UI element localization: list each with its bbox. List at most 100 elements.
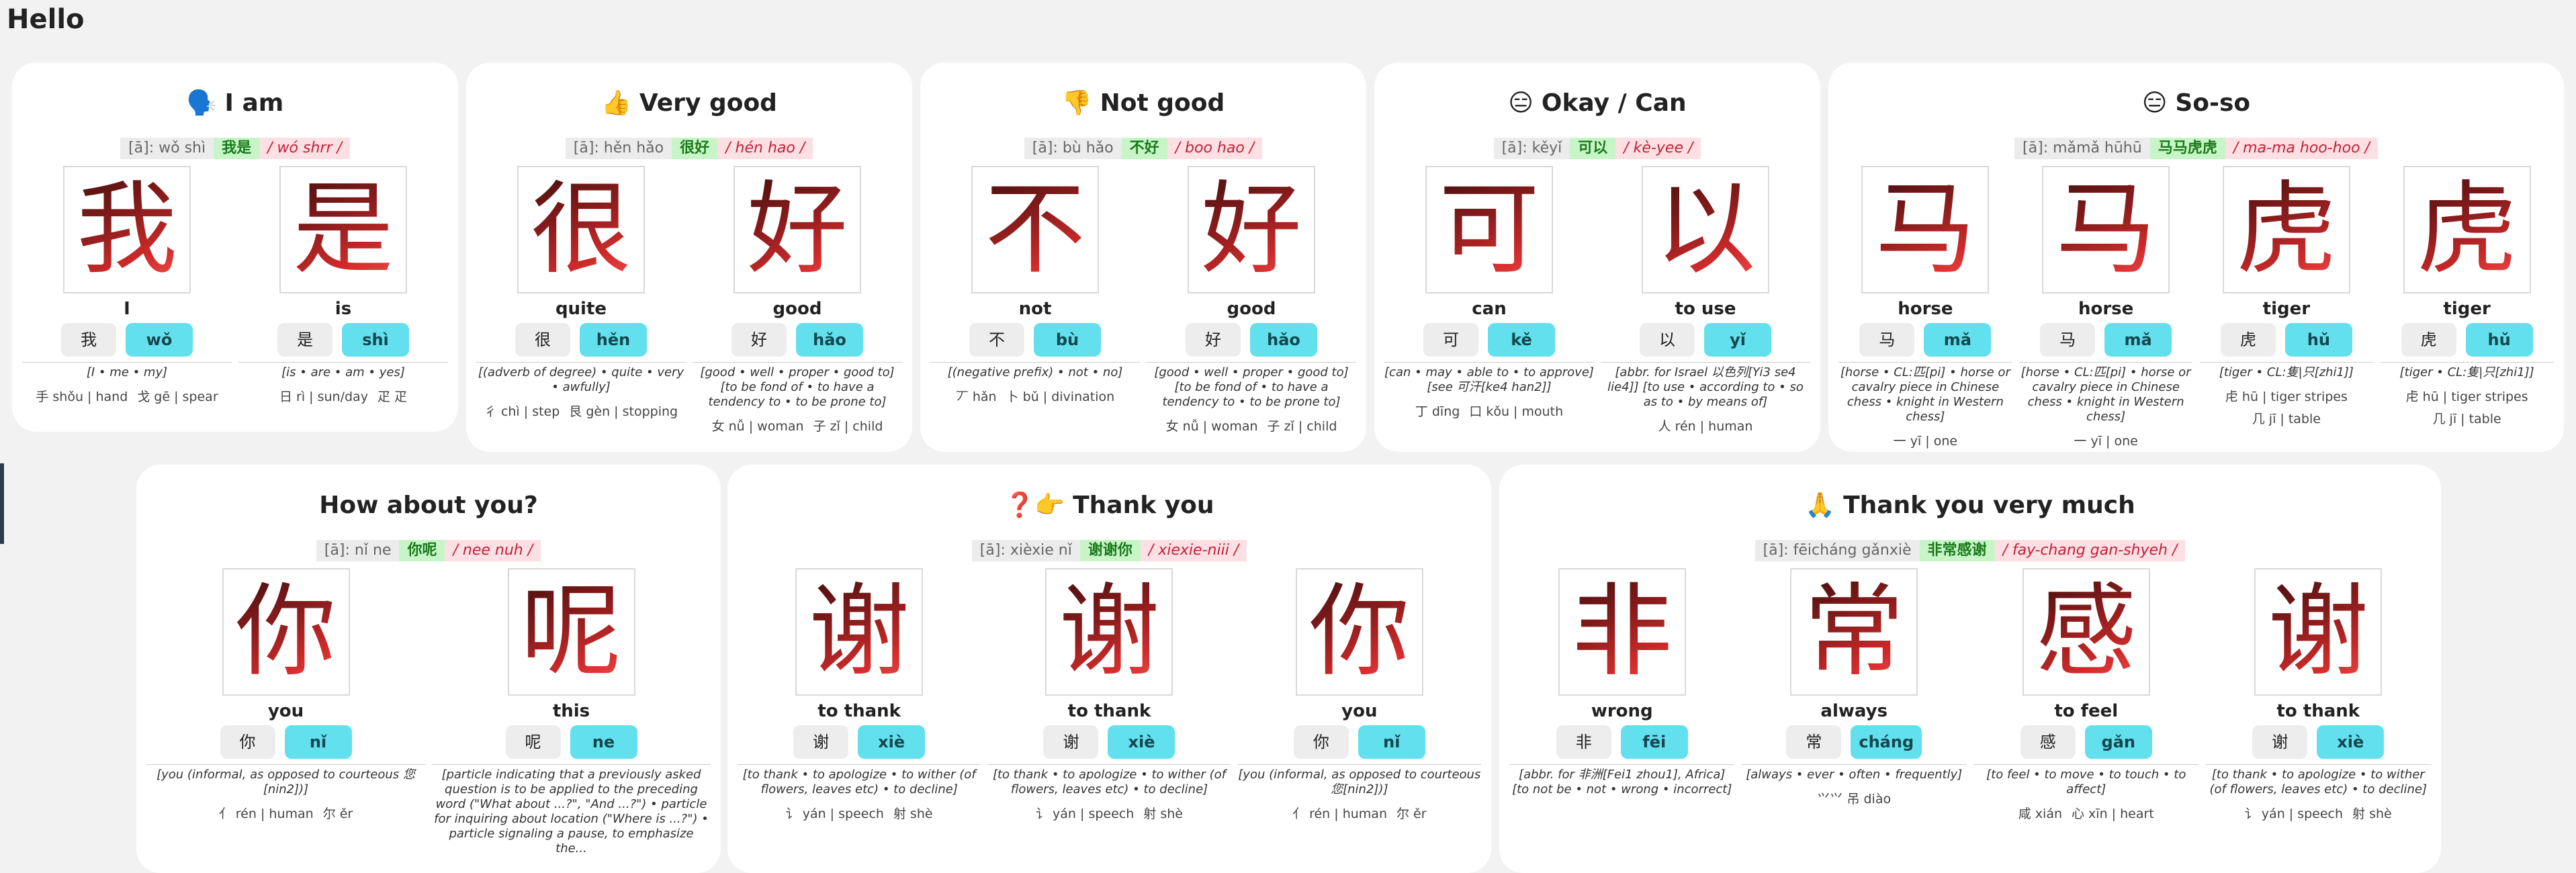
- pinyin-chip[interactable]: fēi: [1620, 725, 1688, 759]
- radical-item[interactable]: 尔 ěr: [322, 807, 353, 821]
- radical-item[interactable]: 射 shè: [893, 807, 933, 821]
- character-stroke-box[interactable]: 你: [1295, 568, 1423, 696]
- hanzi-chip[interactable]: 以: [1640, 323, 1695, 357]
- hanzi-chip[interactable]: 你: [1293, 725, 1349, 759]
- radical-item[interactable]: 丆 hǎn: [955, 389, 997, 404]
- character-stroke-box[interactable]: 谢: [1045, 568, 1173, 696]
- radical-item[interactable]: 口 kǒu | mouth: [1469, 404, 1564, 419]
- pinyin-chip[interactable]: nǐ: [1358, 725, 1425, 759]
- pinyin-chip[interactable]: xiè: [858, 725, 926, 759]
- character-stroke-box[interactable]: 好: [1188, 166, 1315, 293]
- character-stroke-box[interactable]: 谢: [795, 568, 924, 696]
- pinyin-chip[interactable]: gǎn: [2084, 725, 2152, 759]
- radical-item[interactable]: 虍 hū | tiger stripes: [2405, 389, 2528, 404]
- radical-item[interactable]: 日 rì | sun/day: [279, 389, 368, 404]
- radical-item[interactable]: 一 yī | one: [2074, 434, 2138, 449]
- pinyin-chip[interactable]: hǎo: [796, 323, 863, 357]
- hanzi-chip[interactable]: 是: [277, 323, 332, 357]
- radical-item[interactable]: 尔 ěr: [1396, 807, 1427, 821]
- character-stroke-box[interactable]: 虎: [2403, 166, 2531, 293]
- hanzi-chip[interactable]: 很: [515, 323, 570, 357]
- pinyin-chip[interactable]: mǎ: [1924, 323, 1992, 357]
- radical-item[interactable]: 子 zǐ | child: [1267, 419, 1337, 434]
- character-stroke-box[interactable]: 我: [63, 166, 191, 293]
- radical-item[interactable]: 讠 yán | speech: [785, 807, 884, 821]
- character-stroke-box[interactable]: 好: [734, 166, 861, 293]
- radical-item[interactable]: 一 yī | one: [1893, 434, 1958, 449]
- pinyin-chip[interactable]: kě: [1488, 323, 1555, 357]
- character-stroke-box[interactable]: 感: [2022, 568, 2150, 696]
- hanzi-chip[interactable]: 呢: [505, 725, 561, 759]
- pinyin-chip[interactable]: yǐ: [1704, 323, 1771, 357]
- pinyin-chip[interactable]: nǐ: [284, 725, 352, 759]
- radical-item[interactable]: 戈 gē | spear: [137, 389, 218, 404]
- hanzi-chip[interactable]: 非: [1556, 725, 1611, 759]
- hanzi-chip[interactable]: 感: [2020, 725, 2076, 759]
- radical-item[interactable]: 疋 疋: [377, 389, 407, 404]
- pinyin-chip[interactable]: xiè: [1108, 725, 1175, 759]
- pinyin-chip[interactable]: mǎ: [2104, 323, 2172, 357]
- character-row: 马 horse 马 mǎ [horse • CL:匹[pi] • horse or ca…: [1828, 166, 2564, 449]
- hanzi-chip[interactable]: 谢: [2252, 725, 2308, 759]
- character-meaning: to thank: [817, 701, 901, 721]
- character-stroke-box[interactable]: 不: [971, 166, 1099, 293]
- radical-item[interactable]: 手 shǒu | hand: [36, 389, 128, 404]
- hanzi-chip[interactable]: 谢: [793, 725, 849, 759]
- pinyin-chip[interactable]: ne: [570, 725, 637, 759]
- character-stroke-box[interactable]: 以: [1642, 166, 1769, 293]
- pinyin-chip[interactable]: hěn: [580, 323, 647, 357]
- hanzi-chip[interactable]: 你: [220, 725, 275, 759]
- radical-item[interactable]: 人 rén | human: [1658, 419, 1753, 434]
- hanzi-chip[interactable]: 不: [969, 323, 1024, 357]
- hanzi-chip[interactable]: 虎: [2220, 323, 2276, 357]
- hanzi-chip[interactable]: 好: [731, 323, 787, 357]
- character-stroke-box[interactable]: 谢: [2254, 568, 2383, 696]
- character-stroke-box[interactable]: 可: [1425, 166, 1553, 293]
- radical-item[interactable]: 艮 gèn | stopping: [569, 404, 678, 419]
- hanzi-chip[interactable]: 虎: [2401, 323, 2456, 357]
- character-stroke-box[interactable]: 马: [1861, 166, 1990, 293]
- hanzi-chip[interactable]: 好: [1186, 323, 1241, 357]
- radical-item[interactable]: ⺍⺍ 吊 diào: [1817, 792, 1892, 807]
- character-stroke-box[interactable]: 马: [2042, 166, 2170, 293]
- hanzi-chip[interactable]: 马: [1859, 323, 1915, 357]
- radical-item[interactable]: 彳 chì | step: [484, 404, 560, 419]
- pinyin-chip[interactable]: shì: [342, 323, 409, 357]
- radical-item[interactable]: 虍 hū | tiger stripes: [2225, 389, 2348, 404]
- radical-item[interactable]: 讠 yán | speech: [2244, 807, 2344, 821]
- radical-item[interactable]: 射 shè: [1143, 807, 1183, 821]
- pinyin-chip[interactable]: hǎo: [1250, 323, 1317, 357]
- radical-item[interactable]: 丁 dīng: [1415, 404, 1460, 419]
- radical-item[interactable]: 女 nǚ | woman: [711, 419, 804, 434]
- hanzi-chip[interactable]: 可: [1423, 323, 1478, 357]
- character-stroke-box[interactable]: 非: [1558, 568, 1686, 696]
- character-stroke-box[interactable]: 很: [517, 166, 645, 293]
- pinyin-chip[interactable]: wǒ: [126, 323, 193, 357]
- hanzi-chip[interactable]: 谢: [1043, 725, 1099, 759]
- radical-item[interactable]: 子 zǐ | child: [813, 419, 883, 434]
- character-stroke-box[interactable]: 虎: [2222, 166, 2350, 293]
- pinyin-chip[interactable]: cháng: [1851, 725, 1922, 759]
- radical-item[interactable]: 亻 rén | human: [1292, 807, 1387, 821]
- character-stroke-box[interactable]: 你: [222, 568, 350, 696]
- radical-item[interactable]: 亻 rén | human: [218, 807, 314, 821]
- pinyin-chip[interactable]: xiè: [2317, 725, 2385, 759]
- radical-item[interactable]: 女 nǚ | woman: [1165, 419, 1258, 434]
- pinyin-chip[interactable]: bù: [1034, 323, 1101, 357]
- radical-item[interactable]: 咸 xián: [2018, 807, 2062, 821]
- hanzi-chip[interactable]: 马: [2040, 323, 2096, 357]
- radical-item[interactable]: 卜 bǔ | divination: [1006, 389, 1115, 404]
- radical-item[interactable]: 几 jī | table: [2432, 412, 2501, 426]
- pinyin-chip[interactable]: hǔ: [2465, 323, 2533, 357]
- character-stroke-box[interactable]: 是: [279, 166, 407, 293]
- radical-item[interactable]: 几 jī | table: [2252, 412, 2321, 426]
- hanzi-chip[interactable]: 我: [61, 323, 116, 357]
- hanzi-chip[interactable]: 常: [1786, 725, 1842, 759]
- character-stroke-box[interactable]: 常: [1790, 568, 1918, 696]
- radical-item[interactable]: 射 shè: [2352, 807, 2392, 821]
- phrase-card: 😑 Okay / Can [ā]: kěyǐ 可以 / kè-yee / 可 can 可 kě […: [1374, 62, 1820, 452]
- radical-item[interactable]: 心 xīn | heart: [2072, 807, 2154, 821]
- character-stroke-box[interactable]: 呢: [507, 568, 635, 696]
- radical-item[interactable]: 讠 yán | speech: [1036, 807, 1135, 821]
- pinyin-chip[interactable]: hǔ: [2284, 323, 2352, 357]
